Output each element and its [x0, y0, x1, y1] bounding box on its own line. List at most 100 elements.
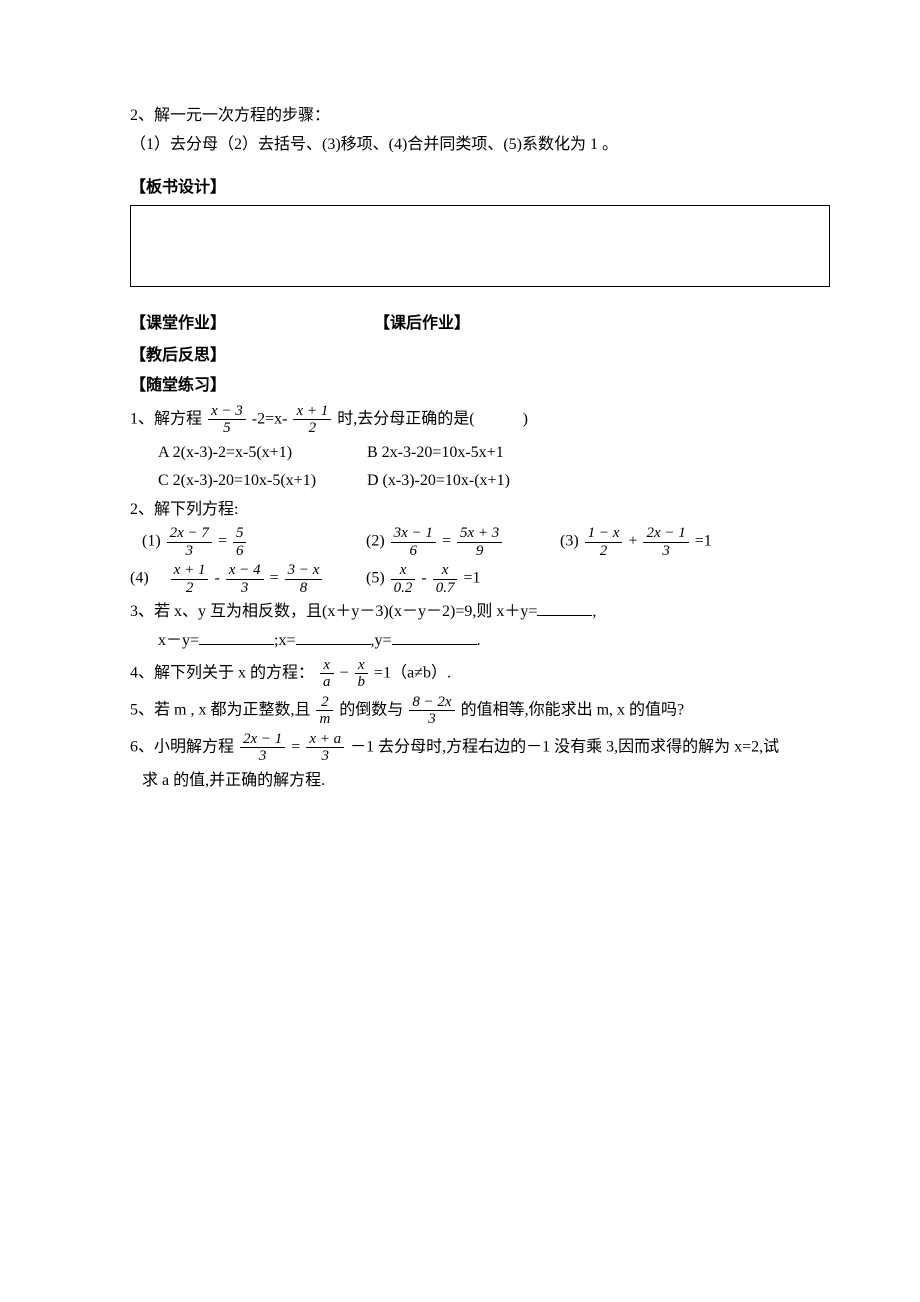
- q6-tail2: 求 a 的值,并正确的解方程.: [142, 772, 325, 789]
- q4-minus: −: [340, 664, 349, 681]
- q2-e1-f2n: 5: [233, 525, 247, 543]
- q3-l2b: ;x=: [274, 632, 295, 649]
- q2-e1-lead: (1): [142, 533, 161, 550]
- q3-blank1: [537, 599, 592, 616]
- q2-e2-f1d: 6: [391, 543, 436, 560]
- q1-frac2: x + 1 2: [293, 403, 331, 437]
- q5-prefix: 5、若 m , x 都为正整数,且: [130, 701, 310, 718]
- q2-e4: (4) x + 12 - x − 43 = 3 − x8: [130, 562, 362, 596]
- note-1-prefix: 2、: [130, 107, 154, 124]
- q2-e5-f1d: 0.2: [391, 580, 416, 597]
- q1-suffix: 时,去分母正确的是( ): [337, 410, 528, 427]
- q2-e3-f1n: 1 − x: [585, 525, 623, 543]
- q2-e4-f3n: 3 − x: [285, 562, 323, 580]
- q2-e3-f1: 1 − x2: [585, 525, 623, 559]
- q2-e3-f1d: 2: [585, 543, 623, 560]
- q6-prefix: 6、小明解方程: [130, 738, 234, 755]
- q2-e4-f2n: x − 4: [226, 562, 264, 580]
- q2-title: 2、解下列方程:: [130, 497, 830, 523]
- q1-optA: A 2(x-3)-2=x-5(x+1): [158, 440, 363, 466]
- section-reflect: 【教后反思】: [130, 343, 830, 369]
- q2-e4-f2d: 3: [226, 580, 264, 597]
- q1-options-row1: A 2(x-3)-2=x-5(x+1) B 2x-3-20=10x-5x+1: [158, 440, 830, 466]
- q1-mid: -2=x-: [252, 410, 288, 427]
- board-design-box: [130, 205, 830, 287]
- q6-eq: =: [291, 738, 300, 755]
- note-1-text: 解一元一次方程的步骤：: [154, 107, 330, 124]
- q6-f2n: x + a: [306, 731, 344, 749]
- q2-e3-plus: +: [628, 533, 637, 550]
- note-line-1: 2、解一元一次方程的步骤：: [130, 103, 830, 129]
- q5-f2n: 8 − 2x: [409, 694, 454, 712]
- q2-e2-eq: =: [442, 533, 451, 550]
- q2-e3-lead: (3): [560, 533, 579, 550]
- q2-e2-f2n: 5x + 3: [457, 525, 502, 543]
- q2-e4-m1: -: [214, 570, 219, 587]
- section-practice: 【随堂练习】: [130, 373, 830, 399]
- q2-e2: (2) 3x − 16 = 5x + 39: [366, 525, 556, 559]
- q4-f1d: a: [320, 674, 334, 691]
- q2-e1-f1n: 2x − 7: [167, 525, 212, 543]
- q2-e5-f1n: x: [391, 562, 416, 580]
- q6-f1d: 3: [240, 748, 285, 765]
- q5-f1n: 2: [316, 694, 333, 712]
- q6-f2d: 3: [306, 748, 344, 765]
- q3-blank3: [296, 628, 371, 645]
- q2-e3-f2: 2x − 13: [643, 525, 688, 559]
- q6-f2: x + a3: [306, 731, 344, 765]
- q1-frac1-den: 5: [208, 420, 246, 437]
- q2-row2: (4) x + 12 - x − 43 = 3 − x8 (5) x0.2 - …: [130, 562, 830, 596]
- q1-frac2-den: 2: [293, 420, 331, 437]
- q2-e5-f2: x0.7: [433, 562, 458, 596]
- q2-e4-f2: x − 43: [226, 562, 264, 596]
- q6-tail1: －1 去分母时,方程右边的－1 没有乘 3,因而求得的解为 x=2,试: [350, 738, 779, 755]
- q2-e4-f3d: 8: [285, 580, 323, 597]
- q4-prefix: 4、解下列关于 x 的方程：: [130, 664, 314, 681]
- q2-e1-f2: 56: [233, 525, 247, 559]
- q2-e5-f2d: 0.7: [433, 580, 458, 597]
- q3-l1a: 3、若 x、y 互为相反数，且(x＋y－3)(x－y－2)=9,则 x＋y=: [130, 603, 537, 620]
- q2-e1: (1) 2x − 73 = 56: [142, 525, 362, 559]
- q1-frac2-num: x + 1: [293, 403, 331, 421]
- q3-line1: 3、若 x、y 互为相反数，且(x＋y－3)(x－y－2)=9,则 x＋y=,: [130, 599, 830, 625]
- q5: 5、若 m , x 都为正整数,且 2m 的倒数与 8 − 2x3 的值相等,你…: [130, 694, 830, 728]
- q2-e5: (5) x0.2 - x0.7 =1: [366, 562, 481, 596]
- q6-line1: 6、小明解方程 2x − 13 = x + a3 －1 去分母时,方程右边的－1…: [130, 731, 830, 765]
- q1-optC: C 2(x-3)-20=10x-5(x+1): [158, 468, 363, 494]
- q2-e4-m2: =: [270, 570, 279, 587]
- q3-l2c: ,y=: [371, 632, 392, 649]
- q2-e1-eq: =: [218, 533, 227, 550]
- q3-line2: x－y=;x=,y=.: [158, 628, 830, 654]
- q5-tail: 的值相等,你能求出 m, x 的值吗?: [461, 701, 685, 718]
- q2-e2-f2d: 9: [457, 543, 502, 560]
- q2-e5-f1: x0.2: [391, 562, 416, 596]
- q3-blank4: [392, 628, 477, 645]
- q2-e1-f2d: 6: [233, 543, 247, 560]
- q2-e5-m1: -: [421, 570, 426, 587]
- q1-frac1: x − 3 5: [208, 403, 246, 437]
- q2-e2-f1: 3x − 16: [391, 525, 436, 559]
- q4-f1: xa: [320, 657, 334, 691]
- q2-e1-f1: 2x − 73: [167, 525, 212, 559]
- q1-optD: D (x-3)-20=10x-(x+1): [367, 468, 510, 494]
- q2-row1: (1) 2x − 73 = 56 (2) 3x − 16 = 5x + 39 (…: [142, 525, 830, 559]
- q2-e3-tail: =1: [695, 533, 712, 550]
- q3-blank2: [199, 628, 274, 645]
- q2-e2-lead: (2): [366, 533, 385, 550]
- q2-e3-f2n: 2x − 1: [643, 525, 688, 543]
- section-board-design: 【板书设计】: [130, 175, 830, 201]
- q3-l2d: .: [477, 632, 481, 649]
- q5-f1d: m: [316, 711, 333, 728]
- q1-frac1-num: x − 3: [208, 403, 246, 421]
- q2-e2-f1n: 3x − 1: [391, 525, 436, 543]
- q2-e4-lead: (4): [130, 570, 165, 587]
- q6-f1n: 2x − 1: [240, 731, 285, 749]
- q1-optB: B 2x-3-20=10x-5x+1: [367, 440, 504, 466]
- q5-mid: 的倒数与: [339, 701, 403, 718]
- q2-e4-f1d: 2: [171, 580, 209, 597]
- q2-e5-lead: (5): [366, 570, 385, 587]
- q1-prefix: 1、解方程: [130, 410, 202, 427]
- q4-f1n: x: [320, 657, 334, 675]
- q4: 4、解下列关于 x 的方程： xa − xb =1（a≠b）.: [130, 657, 830, 691]
- q1-options-row2: C 2(x-3)-20=10x-5(x+1) D (x-3)-20=10x-(x…: [158, 468, 830, 494]
